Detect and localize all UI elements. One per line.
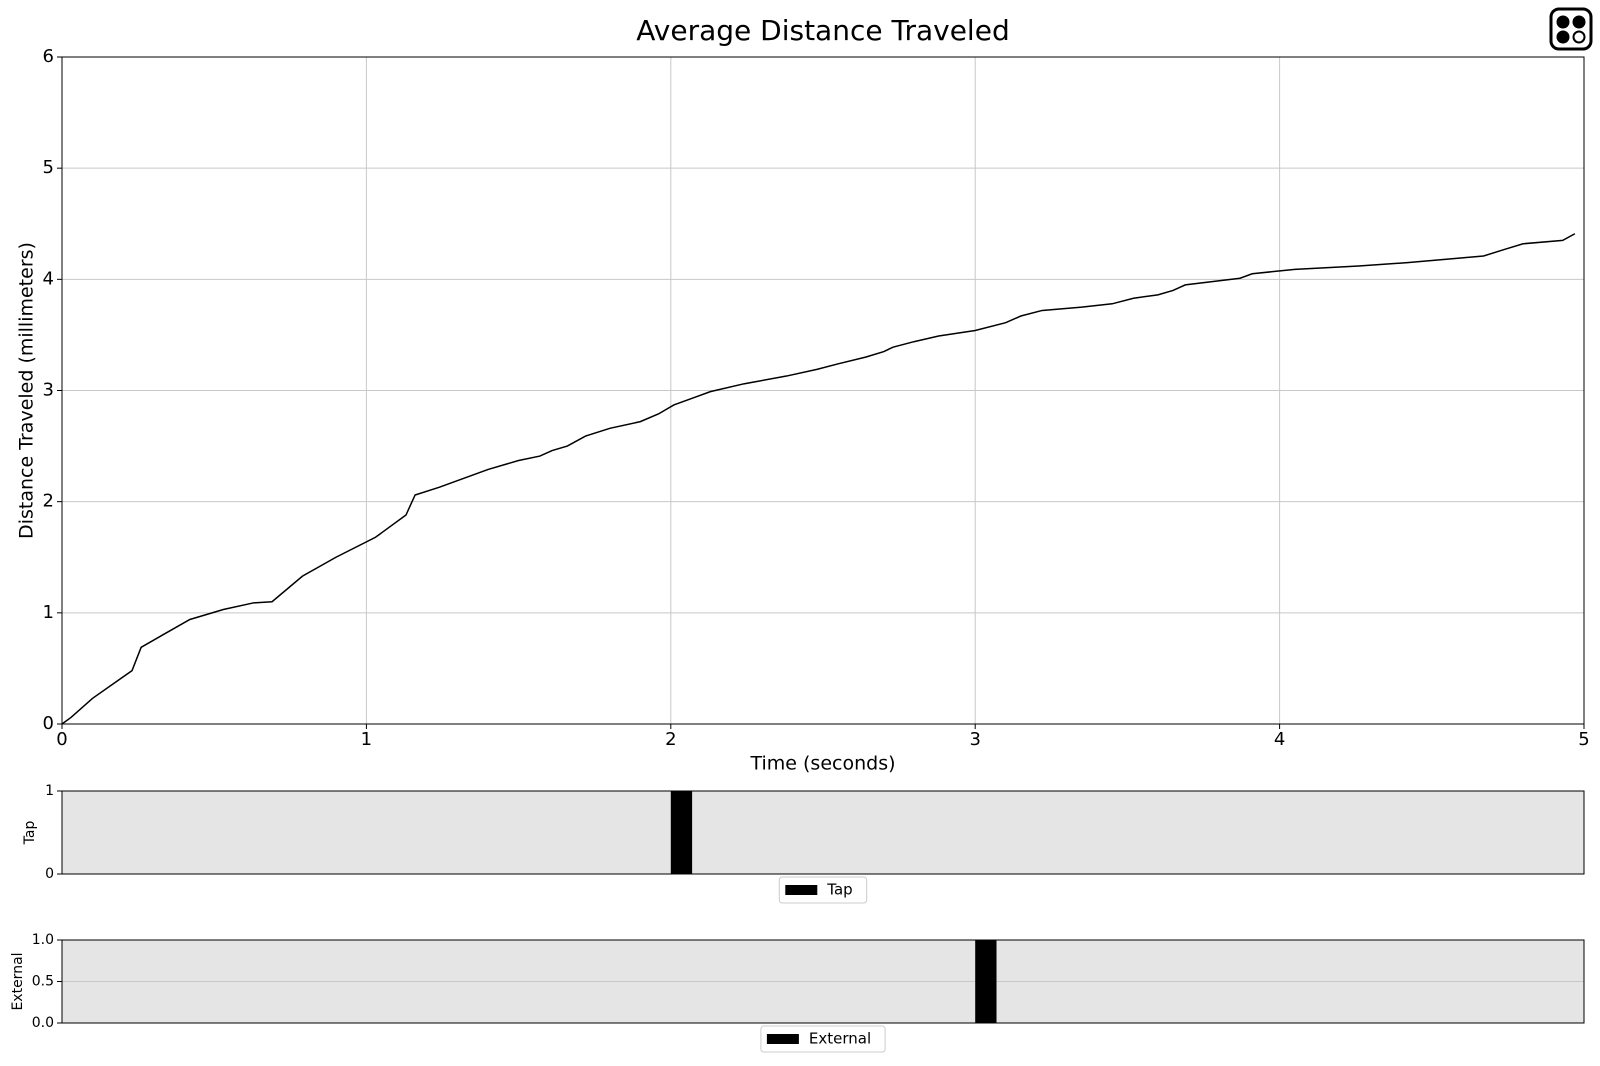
x-tick-label: 1 — [361, 729, 372, 750]
y-tick-label: 1.0 — [32, 932, 54, 948]
plot-frame — [61, 939, 1585, 1024]
x-tick-label: 2 — [665, 729, 676, 750]
plot-area — [62, 791, 1584, 874]
y-axis-label: External — [10, 952, 26, 1010]
y-tick-label: 0.5 — [32, 974, 54, 990]
y-tick-label: 1 — [43, 602, 54, 623]
y-tick-label: 4 — [43, 268, 54, 289]
legend-label: Tap — [826, 881, 852, 899]
chart-title: Average Distance Traveled — [636, 14, 1009, 47]
y-tick-label: 3 — [43, 380, 54, 401]
y-tick-label: 2 — [43, 491, 54, 512]
x-axis-label: Time (seconds) — [749, 753, 895, 775]
y-tick-label: 0.0 — [32, 1015, 54, 1031]
legend-label: External — [809, 1030, 871, 1048]
legend-swatch — [766, 1034, 799, 1044]
y-tick-label: 5 — [43, 157, 54, 178]
data-line — [61, 233, 1576, 725]
event-bar — [670, 791, 693, 874]
legend: Tap — [778, 876, 868, 904]
x-tick-label: 0 — [56, 729, 67, 750]
x-tick-label: 5 — [1578, 729, 1589, 750]
y-tick-label: 0 — [45, 866, 54, 882]
event-bar — [975, 940, 997, 1023]
x-tick-label: 4 — [1274, 729, 1285, 750]
y-tick-label: 0 — [43, 713, 54, 734]
plot-frame — [61, 56, 1585, 725]
legend-box — [760, 1025, 886, 1053]
plot-frame — [61, 790, 1585, 875]
legend-swatch — [785, 885, 818, 895]
logo — [1549, 7, 1593, 51]
y-tick-label: 1 — [45, 783, 54, 799]
x-tick-label: 3 — [969, 729, 980, 750]
y-axis-label: Distance Traveled (millimeters) — [16, 242, 38, 539]
legend: External — [760, 1025, 886, 1053]
legend-box — [778, 876, 868, 904]
y-tick-label: 6 — [43, 46, 54, 67]
y-axis-label: Tap — [22, 821, 38, 846]
